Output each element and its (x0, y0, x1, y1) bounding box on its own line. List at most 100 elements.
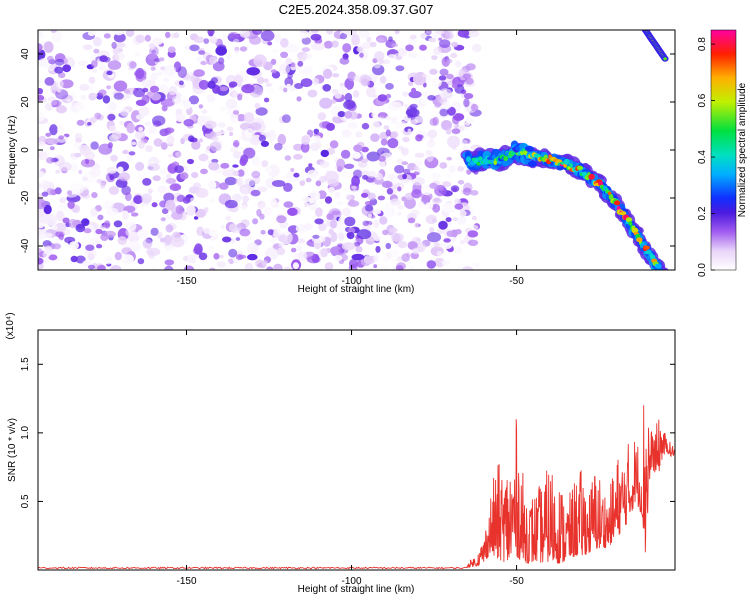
heatmap-cell (344, 216, 356, 227)
heatmap-cell (219, 254, 224, 259)
heatmap-cell (283, 87, 288, 93)
heatmap-cell (326, 30, 334, 35)
heatmap-cell (209, 141, 222, 152)
x-tick-label: -100 (342, 276, 362, 287)
heatmap-cell (397, 240, 408, 249)
heatmap-cell (397, 204, 405, 210)
heatmap-cell (416, 237, 421, 242)
heatmap-cell (203, 227, 210, 234)
heatmap-cell (478, 156, 483, 162)
heatmap-cell (425, 202, 434, 210)
heatmap-cell (292, 262, 299, 270)
heatmap-cell (220, 224, 225, 230)
heatmap-cell (463, 93, 474, 99)
heatmap-cell (167, 46, 176, 53)
heatmap-cell (158, 168, 168, 175)
heatmap-cell (352, 169, 363, 179)
heatmap-cell (207, 80, 216, 89)
heatmap-cell (297, 56, 307, 62)
heatmap-cell (62, 217, 70, 224)
heatmap-cell (252, 30, 263, 35)
heatmap-cell (660, 272, 668, 281)
heatmap-cell (238, 204, 248, 211)
heatmap-cell (377, 195, 386, 201)
snr-frame (37, 329, 676, 571)
heatmap-cell (38, 94, 45, 101)
heatmap-cell (137, 258, 145, 265)
heatmap-cell (144, 121, 152, 127)
heatmap-cell (106, 85, 111, 90)
heatmap-cell (432, 203, 441, 213)
heatmap-cell (208, 229, 218, 237)
heatmap-cell (277, 247, 285, 256)
heatmap-cell (385, 129, 391, 137)
heatmap-cell (369, 107, 374, 112)
heatmap-cell (241, 84, 255, 94)
heatmap-cell (72, 141, 81, 150)
heatmap-cell (433, 242, 440, 248)
x-tick-label: -100 (342, 576, 362, 587)
heatmap-cell (165, 199, 176, 211)
heatmap-cell (67, 200, 75, 209)
snr-x-axis-label: Height of straight line (km) (298, 584, 415, 595)
heatmap-cell (503, 155, 509, 162)
heatmap-cell (230, 113, 239, 124)
heatmap-cell (213, 252, 220, 260)
heatmap-cell (660, 273, 670, 282)
heatmap-cell (75, 223, 86, 233)
heatmap-cell (436, 250, 443, 257)
heatmap-cell (375, 172, 384, 181)
heatmap-cell (314, 218, 324, 225)
colorbar: 0.0 0.2 0.4 0.6 0.8 Normalized spectral ampl… (697, 29, 748, 277)
heatmap-cell (158, 57, 165, 62)
heatmap-cell (315, 180, 322, 187)
heatmap-cell (51, 99, 62, 107)
heatmap-cell (46, 187, 54, 196)
heatmap-cell (429, 68, 438, 75)
y-tick-label: 0.5 (20, 494, 31, 508)
heatmap-cell (625, 217, 633, 223)
heatmap-cell (115, 42, 126, 48)
colorbar-tick-label: 0.8 (697, 37, 708, 51)
heatmap-cell (234, 49, 239, 55)
heatmap-cell (121, 254, 134, 265)
heatmap-cell (379, 160, 386, 169)
heatmap-cell (91, 60, 98, 68)
y-tick-label: -20 (20, 190, 31, 205)
heatmap-cell (212, 61, 225, 72)
heatmap-cell (257, 200, 266, 209)
heatmap-cell (208, 180, 217, 190)
heatmap-cell (119, 108, 130, 117)
heatmap-cell (373, 264, 378, 269)
heatmap-cell (394, 164, 405, 174)
heatmap-cell (305, 32, 310, 37)
heatmap-cell (417, 201, 425, 208)
heatmap-cell (208, 31, 214, 37)
heatmap-cell (232, 141, 239, 147)
heatmap-cell (379, 216, 388, 225)
heatmap-cell (260, 229, 266, 235)
heatmap-cell (55, 79, 64, 89)
heatmap-cell (203, 38, 210, 44)
heatmap-cell (293, 153, 303, 160)
heatmap-cell (50, 224, 58, 231)
heatmap-cell (238, 254, 247, 259)
heatmap-cell (390, 116, 398, 124)
heatmap-cell (304, 223, 314, 231)
heatmap-cell (108, 186, 120, 195)
heatmap-cell (457, 180, 465, 185)
heatmap-cell (334, 221, 346, 232)
heatmap-cell (463, 126, 469, 131)
heatmap-cell (103, 33, 111, 39)
heatmap-cell (334, 191, 341, 199)
y-tick-label: -40 (20, 238, 31, 253)
heatmap-cell (291, 247, 297, 253)
heatmap-cell (411, 176, 425, 186)
heatmap-cell (449, 236, 457, 242)
heatmap-cell (661, 269, 665, 270)
heatmap-cell (152, 175, 161, 182)
heatmap-cell (280, 38, 289, 48)
heatmap-cell (402, 173, 407, 180)
heatmap-cell (252, 218, 259, 225)
